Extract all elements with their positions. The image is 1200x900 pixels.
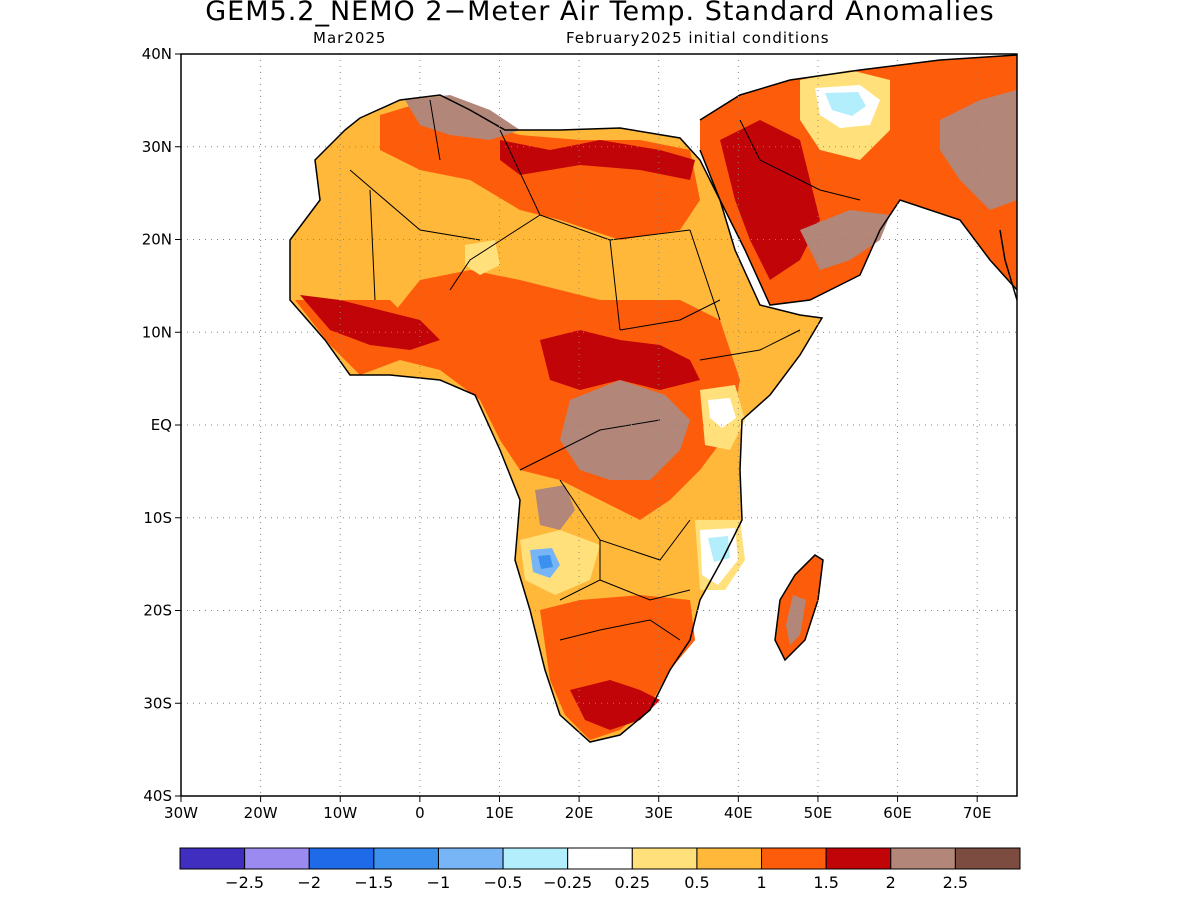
anomaly-lightblue-iran xyxy=(825,92,866,116)
colorbar-swatch xyxy=(437,847,504,870)
india-coastline xyxy=(999,229,1017,301)
colorbar-swatch xyxy=(308,847,375,870)
lon-tick-label: 30E xyxy=(644,804,673,822)
anomaly-yellow-sahara xyxy=(465,240,500,275)
initial-conditions: February2025 initial conditions xyxy=(566,29,830,47)
gridlines xyxy=(181,54,1017,796)
colorbar-label: 0.25 xyxy=(614,873,650,892)
axis-ticks: 30W 20W 10W 0 10E 20E 30E 40E 50E 60E 70E 40N 30N 20N… xyxy=(142,45,992,822)
lat-tick-label: 20N xyxy=(142,231,172,249)
lon-tick-label: 50E xyxy=(804,804,833,822)
colorbar-label: −2.5 xyxy=(225,873,264,892)
colorbar-swatch xyxy=(890,847,956,870)
lon-tick-label: 60E xyxy=(883,804,912,822)
lat-tick-label: 10S xyxy=(143,509,172,527)
anomaly-brown-angola xyxy=(535,485,575,530)
lat-tick-label: 30S xyxy=(143,694,172,712)
colorbar-swatch xyxy=(179,847,246,870)
forecast-month: Mar2025 xyxy=(313,29,387,47)
lon-tick-label: 0 xyxy=(415,804,425,822)
colorbar-label: −1 xyxy=(427,873,451,892)
colorbar-label: 2 xyxy=(886,873,896,892)
colorbar-label: −2 xyxy=(297,873,321,892)
lat-tick-label: 10N xyxy=(142,323,172,341)
colorbar-label: −0.25 xyxy=(543,873,592,892)
anomaly-blue-angola xyxy=(538,555,553,569)
anomaly-darkred-sahara xyxy=(500,140,695,180)
arabia-coastline xyxy=(699,54,1017,306)
anomaly-darkred-south xyxy=(570,680,660,730)
anomaly-brown-congo xyxy=(560,380,690,480)
lat-tick-label: 40N xyxy=(142,45,172,63)
lon-tick-label: 10W xyxy=(323,804,357,822)
colorbar-label: 1 xyxy=(756,873,766,892)
colorbar-swatch xyxy=(567,847,633,870)
madagascar-coastline xyxy=(774,554,824,662)
anomaly-white-kenya xyxy=(708,398,736,428)
colorbar-label: −1.5 xyxy=(354,873,393,892)
anomaly-yellow-angola xyxy=(520,530,600,595)
country-borders xyxy=(349,99,861,641)
lon-tick-label: 20W xyxy=(244,804,278,822)
lon-tick-label: 30W xyxy=(164,804,198,822)
colorbar-swatch xyxy=(696,847,763,870)
colorbar-swatch xyxy=(631,847,698,870)
africa-coastline xyxy=(289,94,824,743)
colorbar-label: −0.5 xyxy=(484,873,523,892)
map-title: GEM5.2_NEMO 2−Meter Air Temp. Standard A… xyxy=(205,0,995,27)
lon-tick-label: 10E xyxy=(485,804,514,822)
lat-tick-label: 40S xyxy=(143,787,172,805)
colorbar-swatch xyxy=(825,847,892,870)
anomaly-darkred-arabia xyxy=(720,120,820,280)
colorbar-label: 0.5 xyxy=(684,873,709,892)
colorbar-swatch xyxy=(373,847,439,870)
anomaly-darkred-central xyxy=(540,330,700,390)
colorbar-label: 2.5 xyxy=(943,873,968,892)
lat-tick-label: 30N xyxy=(142,138,172,156)
anomaly-brown-iran xyxy=(940,90,1017,210)
colorbar: −2.5 −2 −1.5 −1 −0.5 −0.25 0.25 0.5 1 1.5 2 2.5 xyxy=(179,847,1021,892)
lon-tick-label: 20E xyxy=(565,804,594,822)
anomaly-brown-morocco xyxy=(405,95,520,140)
lon-tick-label: 40E xyxy=(724,804,753,822)
colorbar-swatch xyxy=(954,847,1021,870)
anomaly-brown-yemen xyxy=(800,210,890,270)
lat-tick-label: 20S xyxy=(143,602,172,620)
anomaly-darkred-west xyxy=(300,295,440,350)
coastlines xyxy=(289,54,1017,743)
colorbar-swatch xyxy=(761,847,827,870)
colorbar-swatch xyxy=(502,847,569,870)
anomaly-shading xyxy=(290,55,1017,742)
colorbar-swatch xyxy=(244,847,310,870)
colorbar-label: 1.5 xyxy=(813,873,838,892)
lat-tick-label: EQ xyxy=(151,416,172,434)
madagascar-high xyxy=(786,595,806,645)
lon-tick-label: 70E xyxy=(963,804,992,822)
